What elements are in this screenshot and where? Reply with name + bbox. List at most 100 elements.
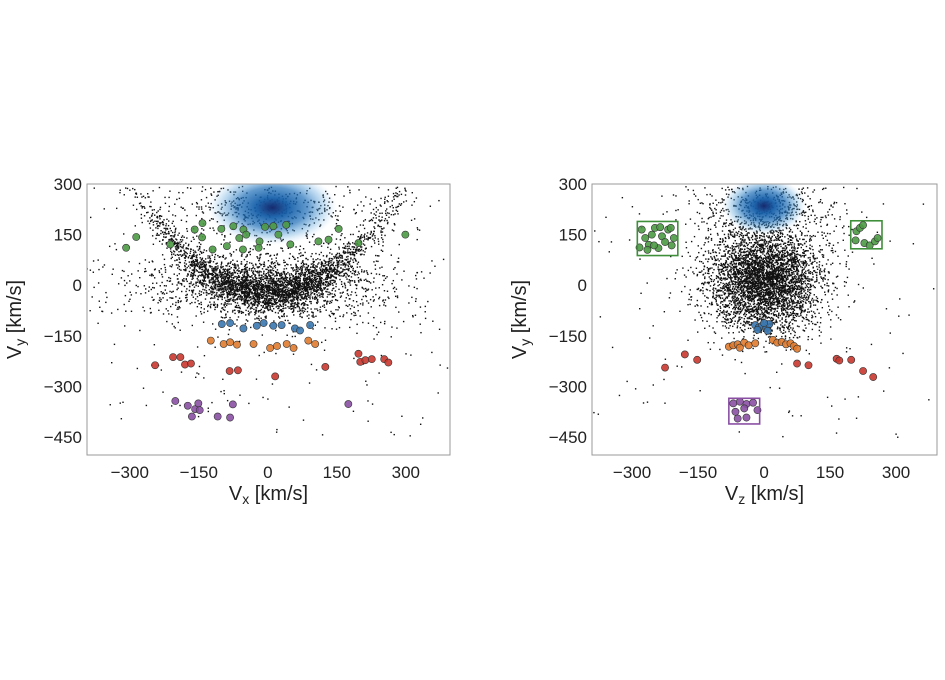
background-point bbox=[231, 280, 234, 282]
background-point bbox=[174, 203, 176, 205]
background-point bbox=[332, 270, 334, 273]
background-point bbox=[299, 272, 302, 274]
background-point bbox=[228, 283, 230, 285]
background-point bbox=[285, 301, 288, 303]
background-point bbox=[227, 282, 229, 284]
background-point bbox=[213, 291, 216, 294]
background-point bbox=[225, 282, 228, 284]
background-point bbox=[334, 243, 337, 245]
background-point bbox=[393, 230, 395, 232]
background-point bbox=[220, 275, 223, 277]
background-point bbox=[414, 314, 417, 316]
background-point bbox=[312, 297, 314, 300]
background-point bbox=[138, 202, 141, 205]
background-point bbox=[324, 265, 326, 267]
background-point bbox=[346, 245, 349, 248]
background-point bbox=[250, 281, 253, 283]
background-point bbox=[374, 227, 376, 230]
background-point bbox=[293, 307, 295, 309]
background-point bbox=[317, 283, 319, 286]
background-point bbox=[205, 264, 207, 267]
background-point bbox=[297, 280, 299, 283]
background-point bbox=[312, 316, 314, 318]
background-point bbox=[135, 284, 137, 287]
background-point bbox=[282, 301, 284, 303]
background-point bbox=[254, 318, 256, 320]
background-point bbox=[240, 290, 243, 293]
background-point bbox=[369, 298, 372, 301]
background-point bbox=[247, 282, 249, 284]
background-point bbox=[292, 292, 294, 294]
background-point bbox=[302, 310, 304, 312]
background-point bbox=[296, 287, 299, 289]
background-point bbox=[306, 268, 308, 270]
background-point bbox=[292, 275, 295, 277]
background-point bbox=[136, 367, 139, 370]
background-point bbox=[330, 310, 332, 313]
background-point bbox=[221, 298, 223, 301]
background-point bbox=[281, 291, 284, 293]
background-point bbox=[193, 253, 195, 256]
background-point bbox=[205, 196, 208, 199]
background-point bbox=[277, 286, 280, 288]
background-point bbox=[347, 275, 350, 278]
background-point bbox=[193, 255, 195, 258]
background-point bbox=[330, 275, 333, 278]
background-point bbox=[375, 260, 378, 262]
background-point bbox=[222, 276, 224, 278]
background-point bbox=[254, 275, 256, 278]
background-point bbox=[138, 262, 141, 265]
background-point bbox=[362, 220, 365, 222]
background-point bbox=[271, 305, 274, 308]
background-point bbox=[295, 289, 298, 291]
background-point bbox=[327, 277, 330, 279]
background-point bbox=[185, 220, 188, 223]
background-point bbox=[199, 264, 201, 266]
background-point bbox=[215, 293, 218, 295]
background-point bbox=[155, 237, 157, 240]
background-point bbox=[164, 202, 167, 205]
background-point bbox=[275, 288, 277, 290]
background-point bbox=[195, 264, 197, 267]
background-point bbox=[326, 296, 329, 298]
background-point bbox=[268, 278, 270, 280]
background-point bbox=[245, 256, 247, 258]
background-point bbox=[217, 254, 219, 257]
background-point bbox=[412, 316, 414, 318]
background-point bbox=[305, 282, 308, 284]
background-point bbox=[313, 264, 315, 266]
background-point bbox=[186, 237, 188, 239]
background-point bbox=[218, 281, 221, 284]
background-point bbox=[204, 289, 206, 291]
background-point bbox=[229, 284, 231, 286]
background-point bbox=[220, 262, 223, 265]
background-point bbox=[236, 272, 239, 275]
background-point bbox=[283, 268, 285, 270]
background-point bbox=[324, 269, 326, 271]
background-point bbox=[296, 302, 299, 304]
background-point bbox=[294, 281, 297, 283]
background-point bbox=[324, 270, 326, 273]
background-point bbox=[160, 298, 162, 301]
background-point bbox=[220, 390, 222, 393]
background-point bbox=[276, 254, 278, 256]
background-point bbox=[267, 280, 269, 282]
background-point bbox=[263, 270, 265, 273]
background-point bbox=[385, 208, 388, 210]
background-point bbox=[140, 293, 142, 295]
background-point bbox=[261, 276, 263, 278]
background-point bbox=[352, 300, 355, 302]
background-point bbox=[267, 299, 270, 301]
background-point bbox=[302, 277, 305, 280]
background-point bbox=[222, 256, 225, 258]
background-point bbox=[417, 228, 419, 231]
background-point bbox=[333, 293, 336, 296]
background-point bbox=[182, 207, 185, 209]
background-point bbox=[221, 283, 224, 285]
background-point bbox=[290, 279, 293, 281]
background-point bbox=[333, 255, 335, 258]
background-point bbox=[119, 189, 121, 191]
background-point bbox=[262, 312, 265, 314]
background-point bbox=[388, 216, 390, 219]
background-point bbox=[223, 293, 225, 295]
